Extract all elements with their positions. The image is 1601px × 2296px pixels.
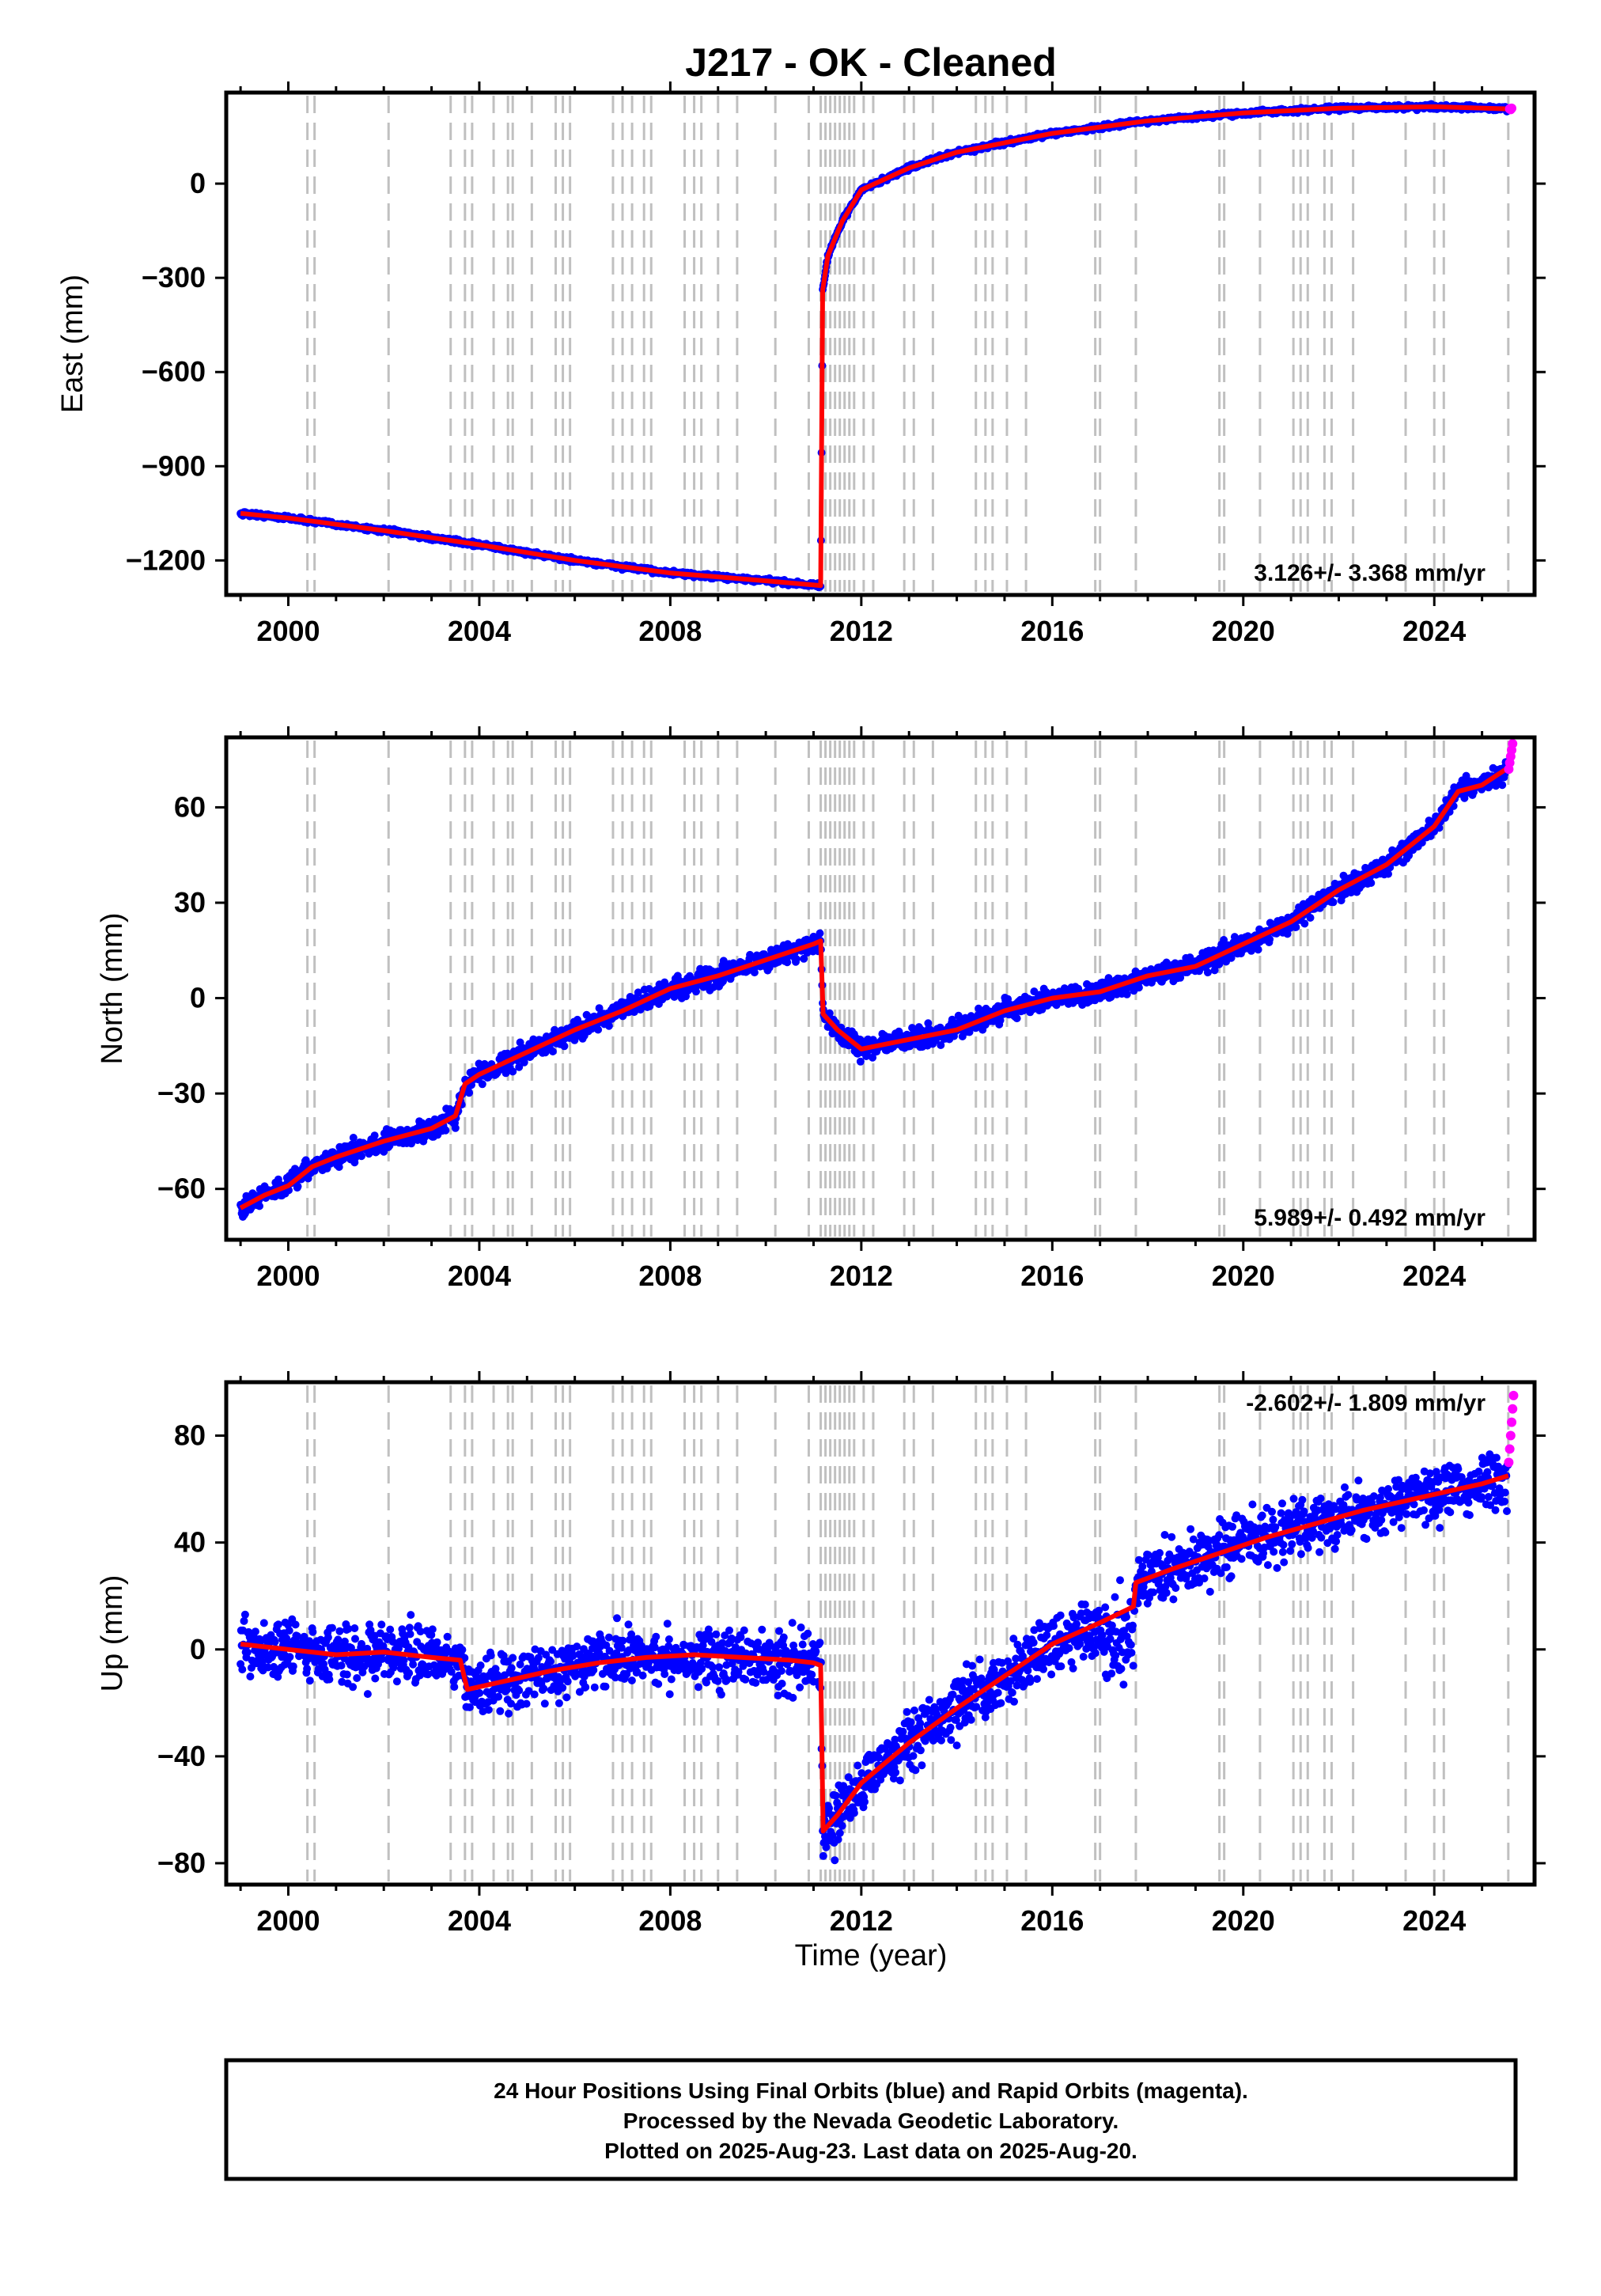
x-tick-label: 2024 bbox=[1402, 1904, 1466, 1937]
x-tick-label: 2004 bbox=[448, 1260, 511, 1292]
x-tick-label: 2016 bbox=[1020, 1904, 1084, 1937]
east-panel: 2000 2004 2008 2012 2016 2020 2024 −1200 −900 −60… bbox=[56, 81, 1546, 647]
x-tick-label: 2024 bbox=[1402, 1260, 1466, 1292]
model-line bbox=[240, 1473, 1509, 1834]
x-tick-label: 2016 bbox=[1020, 615, 1084, 647]
y-tick-label: −1200 bbox=[126, 544, 206, 576]
y-tick-label: −40 bbox=[157, 1740, 206, 1772]
y-tick-label: 60 bbox=[174, 790, 206, 823]
y-tick-label: −80 bbox=[157, 1847, 206, 1879]
x-tick-label: 2020 bbox=[1212, 615, 1275, 647]
y-tick-label: 0 bbox=[190, 167, 206, 199]
y-tick-label: 40 bbox=[174, 1526, 206, 1559]
y-tick-label: 0 bbox=[190, 982, 206, 1014]
y-tick-label: −300 bbox=[142, 261, 206, 294]
chart-title: J217 - OK - Cleaned bbox=[685, 40, 1057, 85]
y-tick-label: 0 bbox=[190, 1633, 206, 1665]
y-axis-label: North (mm) bbox=[96, 912, 129, 1064]
plot-frame bbox=[224, 1380, 1537, 1887]
rapid-orbit-point bbox=[1507, 103, 1517, 113]
x-tick-label: 2024 bbox=[1402, 615, 1466, 647]
y-tick-label: 30 bbox=[174, 886, 206, 919]
x-tick-label: 2008 bbox=[638, 615, 702, 647]
footer-line-1: 24 Hour Positions Using Final Orbits (bl… bbox=[494, 2078, 1248, 2103]
rapid-orbit-point bbox=[1504, 1457, 1514, 1468]
up-panel: 2000 2004 2008 2012 2016 2020 2024 −80 −40 0 40 80 U… bbox=[96, 1371, 1546, 1937]
x-tick-label: 2020 bbox=[1212, 1904, 1275, 1937]
x-tick-label: 2016 bbox=[1020, 1260, 1084, 1292]
x-tick-label: 2012 bbox=[830, 615, 893, 647]
y-tick-label: 80 bbox=[174, 1419, 206, 1452]
rapid-orbit-point bbox=[1508, 1404, 1518, 1414]
y-tick-label: −30 bbox=[157, 1077, 206, 1109]
x-tick-label: 2012 bbox=[830, 1904, 893, 1937]
y-tick-label: −900 bbox=[142, 449, 206, 482]
y-tick-label: −600 bbox=[142, 355, 206, 388]
rapid-orbit-point bbox=[1505, 1430, 1516, 1441]
final-orbit-points bbox=[237, 1450, 1512, 1865]
footer-box: 24 Hour Positions Using Final Orbits (bl… bbox=[224, 2058, 1518, 2181]
model-line bbox=[239, 767, 1508, 1211]
y-axis-label: East (mm) bbox=[56, 275, 89, 413]
rate-label: -2.602+/- 1.809 mm/yr bbox=[1246, 1390, 1486, 1416]
x-tick-label: 2000 bbox=[256, 1904, 320, 1937]
x-tick-label: 2000 bbox=[256, 1260, 320, 1292]
rapid-orbit-point bbox=[1508, 1390, 1519, 1400]
x-tick-label: 2020 bbox=[1212, 1260, 1275, 1292]
x-tick-label: 2008 bbox=[638, 1260, 702, 1292]
x-tick-label: 2008 bbox=[638, 1904, 702, 1937]
x-tick-label: 2004 bbox=[448, 615, 511, 647]
rate-label: 3.126+/- 3.368 mm/yr bbox=[1254, 560, 1486, 586]
x-axis-label: Time (year) bbox=[795, 1939, 948, 1972]
footer-line-3: Plotted on 2025-Aug-23. Last data on 202… bbox=[604, 2139, 1137, 2163]
rate-label: 5.989+/- 0.492 mm/yr bbox=[1254, 1205, 1486, 1231]
north-panel: 2000 2004 2008 2012 2016 2020 2024 −60 −30 0 30 60 N… bbox=[96, 726, 1546, 1292]
rapid-orbit-point bbox=[1504, 1444, 1515, 1454]
model-line bbox=[240, 104, 1508, 589]
x-tick-label: 2004 bbox=[448, 1904, 511, 1937]
rapid-orbit-point bbox=[1507, 1417, 1517, 1427]
y-tick-label: −60 bbox=[157, 1173, 206, 1205]
rapid-orbit-point bbox=[1508, 739, 1518, 749]
y-axis-label: Up (mm) bbox=[96, 1575, 129, 1692]
plot-frame bbox=[224, 735, 1537, 1242]
footer-frame bbox=[224, 2058, 1518, 2181]
x-tick-label: 2012 bbox=[830, 1260, 893, 1292]
x-tick-label: 2000 bbox=[256, 615, 320, 647]
plot-frame bbox=[224, 90, 1537, 597]
footer-line-2: Processed by the Nevada Geodetic Laborat… bbox=[623, 2108, 1119, 2133]
